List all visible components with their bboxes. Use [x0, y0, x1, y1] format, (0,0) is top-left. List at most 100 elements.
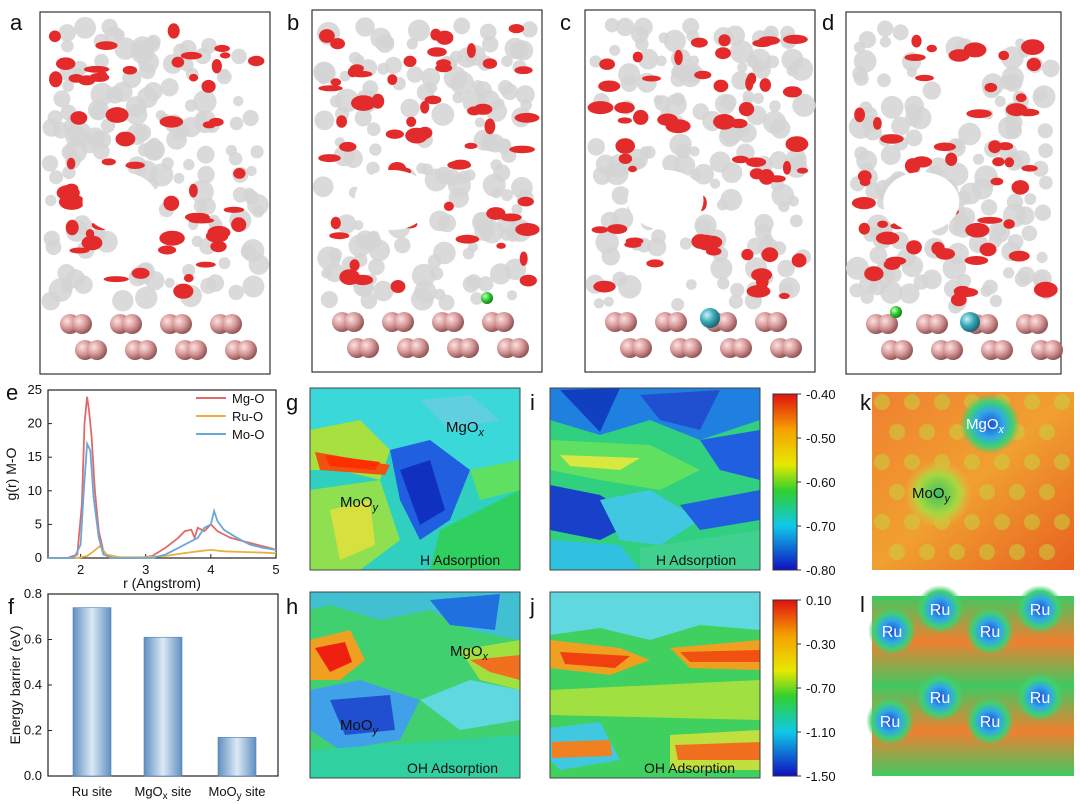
grey-cluster-blob — [689, 146, 700, 157]
i-caption: H Adsorption — [656, 552, 736, 568]
ru-atom — [187, 340, 207, 360]
red-cluster-blob — [101, 158, 116, 166]
grey-cluster-blob — [474, 117, 485, 128]
panel-label-i: i — [530, 390, 535, 415]
rdf-xtick-label: 2 — [77, 562, 84, 577]
colorbar-tick-label: -0.60 — [806, 475, 836, 490]
grey-cluster-blob — [1036, 251, 1048, 263]
red-cluster-blob — [339, 141, 357, 152]
grey-cluster-blob — [242, 109, 259, 127]
grey-cluster-blob — [406, 66, 424, 83]
grey-cluster-blob — [989, 294, 1003, 308]
red-cluster-blob — [210, 240, 227, 253]
rdf-xtick-label: 4 — [207, 562, 214, 577]
red-cluster-blob — [990, 177, 1004, 186]
grey-cluster-blob — [41, 155, 59, 172]
ru-atom — [444, 312, 464, 332]
panel-label-d: d — [822, 10, 834, 35]
red-cluster-blob — [319, 29, 335, 43]
grey-cluster-blob — [72, 60, 88, 76]
ru-site-marker — [1016, 585, 1064, 633]
red-cluster-blob — [517, 196, 534, 207]
grey-cluster-blob — [685, 279, 697, 290]
rdf-xtick-label: 3 — [142, 562, 149, 577]
red-cluster-blob — [738, 102, 755, 117]
grey-cluster-blob — [892, 24, 909, 41]
red-cluster-blob — [992, 157, 1005, 167]
red-cluster-blob — [715, 47, 731, 60]
grey-cluster-blob — [368, 258, 385, 276]
red-cluster-blob — [694, 70, 712, 80]
ru-atom — [893, 340, 913, 360]
red-cluster-blob — [349, 64, 364, 73]
g-label-mgox: MgOx — [446, 419, 485, 439]
red-cluster-blob — [443, 201, 454, 211]
grey-cluster-blob — [1038, 143, 1053, 159]
grey-cluster-blob — [164, 277, 175, 288]
grey-cluster-blob — [728, 294, 744, 309]
lattice-dot — [1054, 514, 1070, 530]
grey-cluster-blob — [138, 62, 156, 80]
red-cluster-blob — [911, 34, 922, 48]
grey-cluster-blob — [246, 165, 257, 177]
ru-site-marker — [866, 697, 914, 745]
grey-cluster-blob — [41, 291, 61, 311]
grey-cluster-blob — [375, 34, 395, 53]
red-cluster-blob — [514, 66, 533, 75]
grey-cluster-blob — [353, 220, 364, 231]
red-cluster-blob — [78, 75, 96, 86]
red-cluster-blob — [496, 242, 506, 249]
red-cluster-blob — [632, 51, 643, 63]
grey-cluster-blob — [710, 178, 721, 189]
lattice-dot — [904, 394, 920, 410]
grey-cluster-blob — [233, 95, 244, 107]
red-cluster-blob — [731, 155, 750, 164]
grey-cluster-blob — [788, 195, 799, 207]
red-cluster-blob — [514, 112, 540, 123]
bar-category-mooy: MoOy site — [208, 784, 265, 802]
barrier-ytick-label: 0.8 — [24, 586, 42, 601]
red-cluster-blob — [599, 58, 615, 70]
ru-site-label: Ru — [1030, 602, 1050, 619]
grey-cluster-blob — [62, 165, 76, 180]
red-cluster-blob — [83, 65, 110, 73]
lattice-dot — [1024, 514, 1040, 530]
grey-cluster-blob — [1006, 193, 1024, 211]
grey-cluster-blob — [360, 292, 378, 310]
grey-cluster-blob — [61, 144, 77, 160]
grey-cluster-blob — [312, 176, 334, 198]
grey-cluster-blob — [470, 292, 483, 305]
red-cluster-blob — [248, 55, 265, 67]
grey-cluster-blob — [947, 242, 969, 265]
grey-cluster-blob — [130, 36, 155, 60]
red-cluster-blob — [424, 95, 442, 105]
grey-cluster-blob — [679, 237, 693, 250]
grey-cluster-blob — [654, 95, 671, 112]
grey-cluster-blob — [61, 39, 74, 53]
grey-cluster-blob — [496, 138, 512, 154]
red-cluster-blob — [159, 230, 185, 246]
grey-cluster-blob — [849, 283, 864, 298]
grey-cluster-blob — [483, 225, 495, 237]
red-cluster-blob — [875, 231, 900, 245]
red-cluster-blob — [466, 43, 476, 58]
grey-cluster-blob — [137, 86, 159, 108]
lattice-dot — [1039, 544, 1055, 560]
red-cluster-blob — [484, 118, 496, 135]
grey-cluster-blob — [135, 286, 158, 309]
rdf-ytick-label: 5 — [35, 516, 42, 531]
rdf-series-mg-o — [48, 396, 277, 559]
red-cluster-blob — [1008, 250, 1030, 262]
ru-atom — [767, 312, 787, 332]
grey-cluster-blob — [883, 265, 902, 284]
red-cluster-blob — [926, 44, 937, 53]
red-cluster-blob — [778, 292, 790, 300]
lattice-dot — [874, 514, 890, 530]
ru-site-label: Ru — [930, 602, 950, 619]
red-cluster-blob — [759, 78, 771, 92]
grey-cluster-blob — [631, 25, 649, 44]
grey-cluster-blob — [362, 80, 379, 97]
red-cluster-blob — [880, 134, 904, 144]
panel-label-j: j — [529, 594, 535, 619]
rdf-xtick-label: 5 — [272, 562, 279, 577]
